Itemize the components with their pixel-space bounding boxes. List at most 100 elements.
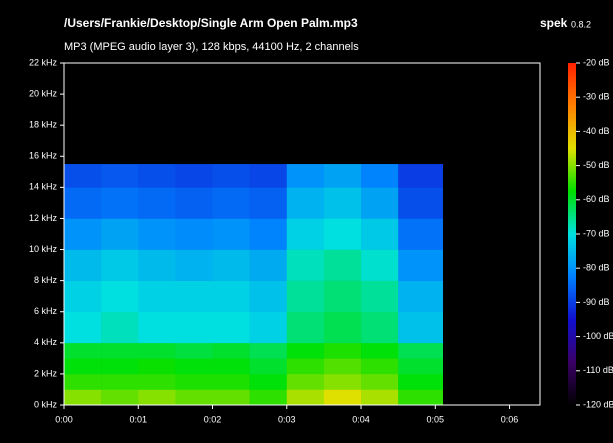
spectrogram-cell xyxy=(324,250,361,281)
colorbar-tick-label: -20 dB xyxy=(583,57,610,67)
spectrogram-cell xyxy=(101,374,138,390)
spectrogram-cell xyxy=(250,374,287,390)
x-tick-label: 0:01 xyxy=(129,414,147,424)
y-tick-label: 4 kHz xyxy=(34,337,58,347)
spectrogram-cell xyxy=(361,312,398,343)
spectrogram-cell xyxy=(324,358,361,374)
spectrogram-cell xyxy=(250,312,287,343)
spectrogram-cell xyxy=(213,187,250,218)
spectrogram-cell xyxy=(175,312,212,343)
colorbar-tick-label: -50 dB xyxy=(583,160,610,170)
app-name: spek xyxy=(540,16,568,30)
y-tick-label: 22 kHz xyxy=(29,57,58,67)
spectrogram-cell xyxy=(250,187,287,218)
spectrogram-cell xyxy=(138,218,175,249)
spectrogram-cell xyxy=(324,164,361,188)
y-tick-label: 18 kHz xyxy=(29,120,58,130)
spectrogram-cell xyxy=(213,250,250,281)
y-tick-label: 2 kHz xyxy=(34,368,58,378)
spectrogram-cell xyxy=(213,343,250,359)
spectrogram-cell xyxy=(361,218,398,249)
page: {"chart_data": { "type": "spectrogram", … xyxy=(0,0,613,443)
colorbar xyxy=(568,63,576,405)
spectrogram-cell xyxy=(398,358,443,374)
spectrogram-cell xyxy=(101,281,138,312)
spectrogram-cell xyxy=(175,343,212,359)
spectrogram-cell xyxy=(361,374,398,390)
spectrogram-cell xyxy=(101,250,138,281)
spectrogram-cell xyxy=(64,218,101,249)
spectrogram-cell xyxy=(287,250,324,281)
spectrogram-cell xyxy=(64,312,101,343)
y-tick-label: 0 kHz xyxy=(34,399,58,409)
spectrogram-cell xyxy=(324,281,361,312)
spectrogram-cell xyxy=(101,358,138,374)
spectrogram-cell xyxy=(64,164,101,188)
spectrogram-cell xyxy=(175,164,212,188)
colorbar-tick-label: -100 dB xyxy=(583,331,613,341)
spectrogram-cell xyxy=(213,374,250,390)
spectrogram-cell xyxy=(324,312,361,343)
spectrogram-cell xyxy=(213,358,250,374)
spectrogram-cell xyxy=(398,374,443,390)
spectrogram-cell xyxy=(138,358,175,374)
spectrogram-cell xyxy=(138,250,175,281)
spectrogram-cell xyxy=(287,281,324,312)
y-tick-label: 16 kHz xyxy=(29,151,58,161)
spectrogram-cell xyxy=(101,187,138,218)
x-tick-label: 0:04 xyxy=(352,414,370,424)
spectrogram-cell xyxy=(175,281,212,312)
colorbar-tick-label: -120 dB xyxy=(583,399,613,409)
spectrogram-cell xyxy=(287,358,324,374)
spectrogram-cell xyxy=(324,218,361,249)
spectrogram-cell xyxy=(250,389,287,405)
spectrogram-cell xyxy=(324,343,361,359)
spectrogram-cell xyxy=(250,218,287,249)
spectrogram-cell xyxy=(175,358,212,374)
colorbar-tick-label: -70 dB xyxy=(583,228,610,238)
spectrogram-cell xyxy=(64,281,101,312)
spectrogram-cell xyxy=(138,164,175,188)
spectrogram-cell xyxy=(213,312,250,343)
spectrogram-cell xyxy=(213,281,250,312)
colorbar-tick-label: -90 dB xyxy=(583,297,610,307)
chart-subtitle: MP3 (MPEG audio layer 3), 128 kbps, 4410… xyxy=(64,41,359,53)
spectrogram-cell xyxy=(101,164,138,188)
y-tick-label: 12 kHz xyxy=(29,213,58,223)
colorbar-tick-label: -40 dB xyxy=(583,126,610,136)
spectrogram-cell xyxy=(250,358,287,374)
spectrogram-cell xyxy=(64,374,101,390)
spectrogram-cell xyxy=(361,187,398,218)
y-tick-label: 10 kHz xyxy=(29,244,58,254)
spectrogram-cell xyxy=(361,164,398,188)
spectrogram-cell xyxy=(361,343,398,359)
colorbar-tick-label: -110 dB xyxy=(583,365,613,375)
spectrogram-cell xyxy=(138,343,175,359)
spectrogram-cell xyxy=(213,218,250,249)
spectrogram-cell xyxy=(101,218,138,249)
spectrogram-cell xyxy=(398,164,443,188)
spectrogram-cell xyxy=(287,312,324,343)
spectrogram-cell xyxy=(101,312,138,343)
spectrogram-cell xyxy=(287,389,324,405)
x-tick-label: 0:02 xyxy=(204,414,222,424)
spectrogram-cell xyxy=(324,187,361,218)
spectrogram-cell xyxy=(250,250,287,281)
spectrogram-cell xyxy=(250,343,287,359)
y-tick-label: 8 kHz xyxy=(34,275,58,285)
spectrogram-cell xyxy=(175,250,212,281)
x-tick-label: 0:03 xyxy=(278,414,296,424)
spectrogram-cell xyxy=(64,358,101,374)
spectrogram-cell xyxy=(101,389,138,405)
spectrogram-cell xyxy=(250,281,287,312)
spectrogram-cell xyxy=(64,389,101,405)
spectrogram-cell xyxy=(138,374,175,390)
spectrogram-cell xyxy=(398,187,443,218)
spectrogram-cell xyxy=(287,343,324,359)
spectrogram-cell xyxy=(138,312,175,343)
chart-title: /Users/Frankie/Desktop/Single Arm Open P… xyxy=(64,16,358,30)
spectrogram-cell xyxy=(324,389,361,405)
spectrogram-cell xyxy=(250,164,287,188)
spectrogram-cell xyxy=(138,389,175,405)
spectrogram-cell xyxy=(175,389,212,405)
